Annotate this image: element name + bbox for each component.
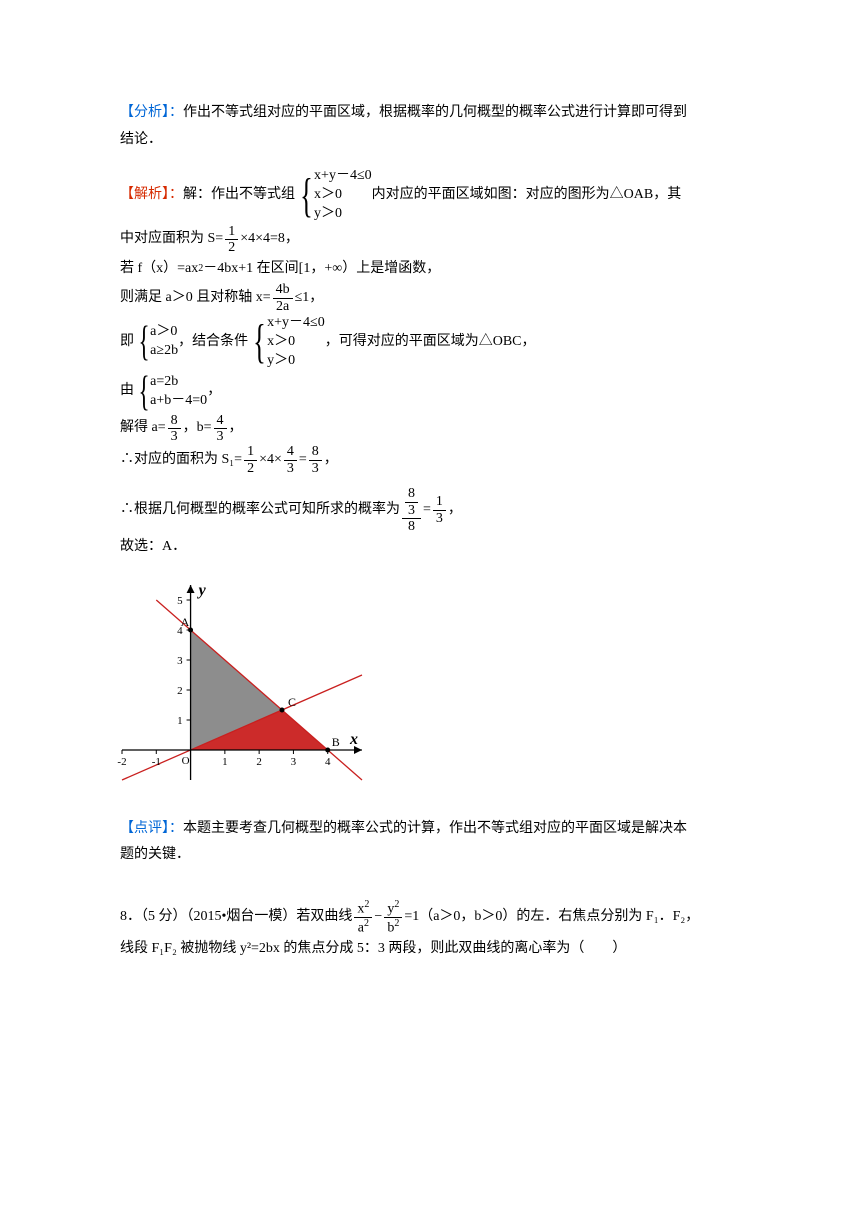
q8-line-1: 8．（5 分）（2015•烟台一模）若双曲线 x2 a2 − y2 b2 =1（… [120,899,740,936]
frac-axis: 4b 2a [273,282,293,314]
region-chart: -2-1123412345OxyABC [112,575,372,795]
frac-83-1: 8 3 [168,413,181,445]
you-text: 由 [120,378,134,405]
svg-text:5: 5 [177,595,183,607]
answer-line: 故选：A． [120,534,740,561]
review-text-a: 本题主要考查几何概型的概率公式的计算，作出不等式组对应的平面区域是解决本 [183,816,687,843]
frac-83-2: 8 3 [309,444,322,476]
svg-text:-2: -2 [117,756,126,768]
axis-a: 则满足 a＞0 且对称轴 x= [120,285,271,312]
svg-text:2: 2 [177,685,183,697]
eq-2: = [423,497,431,524]
analysis-line: 【分析】： 作出不等式组对应的平面区域，根据概率的几何概型的概率公式进行计算即可… [120,100,740,127]
system-line: 由 { a=2b a+b－4=0 ， [120,371,740,413]
f-text-b: －4bx+1 在区间[1，+∞）上是增函数， [203,256,440,283]
combine-line: 即 { a＞0 a≥2b ，结合条件 { x+y－4≤0 x＞0 y＞0 ，可得… [120,314,740,371]
ineq-r2: x＞0 [314,186,372,205]
prob-line: ∴根据几何概型的概率公式可知所求的概率为 8 3 8 = 1 3 ， [120,486,740,534]
q8-line-2: 线段 F₁F₂ 被抛物线 y²=2bx 的焦点分成 5：3 两段，则此双曲线的离… [120,936,740,963]
ji-text: 即 [120,329,134,356]
comma-4: ， [448,497,462,524]
comma-1: ， [207,378,221,405]
analysis-text-a: 作出不等式组对应的平面区域，根据概率的几何概型的概率公式进行计算即可得到 [183,100,687,127]
q8-a: 8．（5 分）（2015•烟台一模）若双曲线 [120,904,352,931]
inequality-system-2: { x+y－4≤0 x＞0 y＞0 [248,314,325,371]
times4: ×4× [259,447,282,474]
q8-frac1: x2 a2 [354,899,372,936]
svg-text:B: B [332,735,340,749]
cond2-system: { a＞0 a≥2b [134,321,178,363]
review-text-b: 题的关键． [120,842,740,869]
cond2-r2: a≥2b [150,342,178,361]
cond-tail: ，可得对应的平面区域为△OBC， [325,329,536,356]
svg-text:3: 3 [291,756,297,768]
cond2-r1: a＞0 [150,323,178,342]
svg-text:1: 1 [222,756,228,768]
solve-line: 解得 a= 8 3 ，b= 4 3 ， [120,413,740,445]
svg-text:O: O [182,755,190,767]
q8-frac2: y2 b2 [384,899,402,936]
solution-tail-1: 内对应的平面区域如图：对应的图形为△OAB，其 [372,182,682,209]
combine-text: ，结合条件 [178,329,248,356]
frac-43-1: 4 3 [214,413,227,445]
ineq-r3: y＞0 [314,205,372,224]
analysis-label: 【分析】： [120,100,183,127]
review-label: 【点评】： [120,816,183,843]
svg-text:2: 2 [256,756,262,768]
q8-minus: − [374,904,382,931]
area-line: 中对应面积为 S= 1 2 ×4×4=8， [120,224,740,256]
svg-text:-1: -1 [152,756,161,768]
frac-half-1: 1 2 [225,224,238,256]
review-line: 【点评】： 本题主要考查几何概型的概率公式的计算，作出不等式组对应的平面区域是解… [120,816,740,843]
svg-text:3: 3 [177,655,183,667]
sys-r2: a+b－4=0 [150,392,207,411]
frac-nested: 8 3 8 [402,486,421,534]
ab-system: { a=2b a+b－4=0 [134,371,207,413]
solution-line-1: 【解析】： 解：作出不等式组 { x+y－4≤0 x＞0 y＞0 内对应的平面区… [120,167,740,224]
svg-text:4: 4 [325,756,331,768]
solution-label: 【解析】： [120,182,183,209]
analysis-text-b: 结论． [120,127,740,154]
ineq2-r1: x+y－4≤0 [267,314,325,333]
s1-a: ∴对应的面积为 S₁= [120,447,242,474]
eq-1: = [299,447,307,474]
comma-2: ， [229,415,243,442]
svg-text:y: y [197,582,207,599]
axis-line: 则满足 a＞0 且对称轴 x= 4b 2a ≤1， [120,282,740,314]
solve-b: ，b= [183,415,212,442]
ineq2-r2: x＞0 [267,333,325,352]
function-line: 若 f（x）=ax2 －4bx+1 在区间[1，+∞）上是增函数， [120,256,740,283]
frac-13: 1 3 [433,494,446,526]
area-tail: ×4×4=8， [240,226,299,253]
svg-text:C: C [288,695,296,709]
comma-3: ， [324,447,338,474]
svg-text:x: x [349,731,358,748]
frac-half-2: 1 2 [244,444,257,476]
inequality-system-1: { x+y－4≤0 x＞0 y＞0 [295,167,372,224]
f-text-a: 若 f（x）=ax [120,256,198,283]
ineq-r1: x+y－4≤0 [314,167,372,186]
area-text: 中对应面积为 S= [120,226,223,253]
axis-b: ≤1， [295,285,324,312]
ineq2-r3: y＞0 [267,352,325,371]
frac-43-2: 4 3 [284,444,297,476]
q8-b: =1（a＞0，b＞0）的左．右焦点分别为 F₁．F₂， [404,904,699,931]
solution-prefix: 解：作出不等式组 [183,182,295,209]
sys-r1: a=2b [150,373,207,392]
svg-text:A: A [181,615,190,629]
s1-line: ∴对应的面积为 S₁= 1 2 ×4× 4 3 = 8 3 ， [120,444,740,476]
svg-text:1: 1 [177,715,183,727]
solve-a: 解得 a= [120,415,166,442]
prob-a: ∴根据几何概型的概率公式可知所求的概率为 [120,497,400,524]
